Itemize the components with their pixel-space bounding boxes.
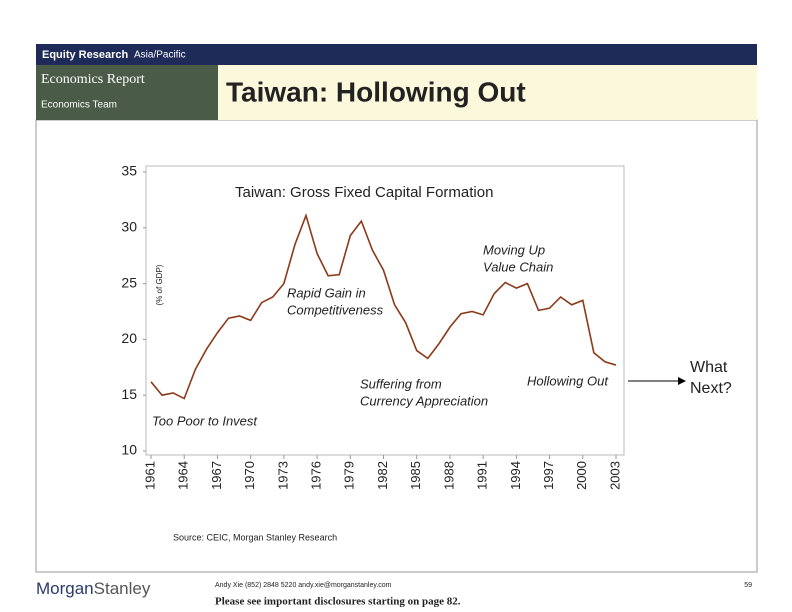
region: Asia/Pacific xyxy=(134,50,186,61)
annotation: Value Chain xyxy=(483,259,553,274)
team: Economics Team xyxy=(41,100,117,111)
annotation: Hollowing Out xyxy=(527,373,609,388)
data-line xyxy=(150,213,617,400)
x-tick-label: 1964 xyxy=(176,461,191,490)
x-tick-label: 1991 xyxy=(475,461,490,490)
page-title: Taiwan: Hollowing Out xyxy=(226,76,526,107)
title-band xyxy=(218,65,757,120)
y-tick-label: 20 xyxy=(121,330,137,346)
side-note: What xyxy=(690,359,728,376)
plot-frame xyxy=(145,165,625,456)
x-tick-label: 1988 xyxy=(441,461,456,490)
y-tick-label: 35 xyxy=(121,163,137,179)
y-tick-label: 15 xyxy=(121,386,137,402)
y-tick-label: 30 xyxy=(121,219,137,235)
contact: Andy Xie (852) 2848 5220 andy.xie@morgan… xyxy=(215,582,392,589)
chart-title: Taiwan: Gross Fixed Capital Formation xyxy=(235,184,493,201)
annotation: Too Poor to Invest xyxy=(152,413,258,428)
arrow-head xyxy=(678,377,686,385)
division: Equity Research xyxy=(42,49,128,61)
report-band xyxy=(36,65,218,120)
x-tick-label: 1961 xyxy=(142,461,157,490)
x-tick-label: 1976 xyxy=(309,461,324,490)
side-note: Next? xyxy=(690,380,732,397)
x-tick-label: 1997 xyxy=(541,461,556,490)
annotation: Currency Appreciation xyxy=(360,393,488,408)
disclosure: Please see important disclosures startin… xyxy=(215,596,461,608)
y-tick-label: 25 xyxy=(121,274,137,290)
y-tick-label: 10 xyxy=(121,442,137,458)
annotation: Rapid Gain in xyxy=(287,285,366,300)
x-tick-label: 1973 xyxy=(275,461,290,490)
annotation: Competitiveness xyxy=(287,302,384,317)
annotation: Suffering from xyxy=(360,376,442,391)
x-tick-label: 1982 xyxy=(375,461,390,490)
x-tick-label: 1994 xyxy=(508,461,523,490)
annotation: Moving Up xyxy=(483,242,545,257)
x-tick-label: 1985 xyxy=(408,461,423,490)
logo-part: Morgan xyxy=(36,579,94,598)
x-tick-label: 1979 xyxy=(342,461,357,490)
x-tick-label: 2000 xyxy=(574,461,589,490)
top-bar xyxy=(36,44,757,65)
page-number: 59 xyxy=(744,582,752,589)
x-tick-label: 2003 xyxy=(607,461,622,490)
x-tick-label: 1970 xyxy=(242,461,257,490)
report-name: Economics Report xyxy=(41,72,145,87)
logo: MorganStanley xyxy=(36,579,151,598)
y-axis-label: (% of GDP) xyxy=(155,264,164,305)
x-tick-label: 1967 xyxy=(209,461,224,490)
logo-part: Stanley xyxy=(94,579,151,598)
source: Source: CEIC, Morgan Stanley Research xyxy=(173,532,337,542)
